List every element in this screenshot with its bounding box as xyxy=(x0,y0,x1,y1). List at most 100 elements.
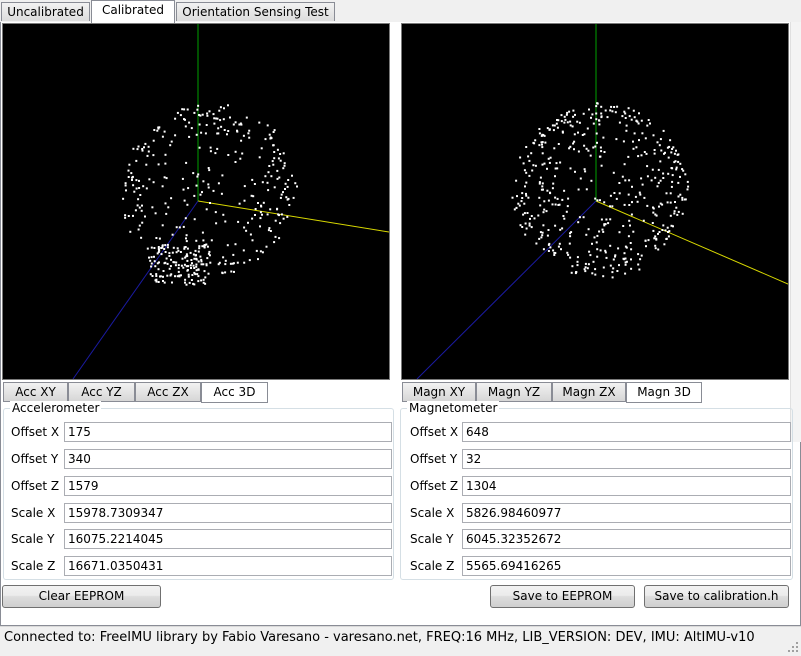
data-point xyxy=(234,150,237,153)
data-point xyxy=(540,188,543,191)
data-point xyxy=(553,124,556,127)
data-point xyxy=(609,244,612,247)
data-point xyxy=(518,204,521,207)
data-point xyxy=(556,197,559,200)
tab-magn-zx[interactable]: Magn ZX xyxy=(552,382,626,402)
data-point xyxy=(575,271,578,273)
magn-offset-x-field[interactable]: 648 xyxy=(462,422,791,442)
accel-offset-z-field[interactable]: 1579 xyxy=(64,476,392,496)
magn-scale-y-field[interactable]: 6045.32352672 xyxy=(462,529,791,549)
save-to-eeprom-button[interactable]: Save to EEPROM xyxy=(490,585,635,608)
tab-acc-3d[interactable]: Acc 3D xyxy=(201,382,268,403)
data-point xyxy=(533,217,536,220)
data-point xyxy=(268,227,271,230)
data-point xyxy=(193,111,196,114)
data-point xyxy=(616,270,619,272)
data-point xyxy=(226,244,229,247)
data-point xyxy=(618,182,621,184)
tab-acc-yz[interactable]: Acc YZ xyxy=(68,382,135,402)
magn-offset-y-field[interactable]: 32 xyxy=(462,449,791,469)
clear-eeprom-button[interactable]: Clear EEPROM xyxy=(2,585,161,608)
tab-calibrated[interactable]: Calibrated xyxy=(91,0,175,23)
data-point xyxy=(557,143,560,145)
data-point xyxy=(600,115,603,118)
data-point xyxy=(220,125,223,128)
data-point xyxy=(213,122,216,125)
data-point xyxy=(638,112,640,115)
data-point xyxy=(232,262,235,265)
tab-magn-3d[interactable]: Magn 3D xyxy=(626,382,702,403)
data-point xyxy=(141,221,144,224)
data-point xyxy=(195,133,198,136)
data-point xyxy=(157,247,160,250)
data-point xyxy=(195,265,198,268)
data-point xyxy=(610,105,613,108)
data-point xyxy=(637,155,640,158)
data-point xyxy=(632,109,635,112)
data-point xyxy=(261,213,263,216)
magn-offset-z-field[interactable]: 1304 xyxy=(462,476,791,496)
data-point xyxy=(194,249,197,252)
data-point xyxy=(538,196,541,199)
data-point xyxy=(671,174,674,177)
data-point xyxy=(283,164,286,167)
data-point xyxy=(672,146,675,149)
magn-scale-z-field[interactable]: 5565.69416265 xyxy=(462,556,791,576)
data-point xyxy=(641,132,644,135)
data-point xyxy=(177,249,180,252)
data-point xyxy=(553,251,556,254)
tab-acc-xy[interactable]: Acc XY xyxy=(3,382,68,402)
data-point xyxy=(525,227,528,230)
data-point xyxy=(585,147,588,150)
data-point xyxy=(136,204,139,207)
data-point xyxy=(212,113,215,116)
tab-magn-yz[interactable]: Magn YZ xyxy=(476,382,552,402)
data-point xyxy=(566,205,569,208)
data-point xyxy=(176,111,179,114)
magn-3d-plot xyxy=(416,24,788,379)
data-point xyxy=(600,105,603,108)
data-point xyxy=(654,235,657,238)
accel-scale-z-label: Scale Z xyxy=(11,559,56,573)
data-point xyxy=(671,167,674,170)
data-point xyxy=(200,263,203,266)
data-point xyxy=(164,251,167,253)
data-point xyxy=(197,280,200,283)
accel-scale-z-field[interactable]: 16671.0350431 xyxy=(64,556,392,576)
accel-scale-y-field[interactable]: 16075.2214045 xyxy=(64,529,392,549)
data-point xyxy=(657,248,660,251)
data-point xyxy=(548,242,551,245)
data-point xyxy=(624,112,627,115)
data-point xyxy=(539,176,542,179)
data-point xyxy=(573,148,575,151)
accel-3d-view[interactable] xyxy=(2,23,390,380)
data-point xyxy=(155,237,158,239)
data-point xyxy=(192,282,195,285)
data-point xyxy=(609,218,612,221)
magn-scale-x-field[interactable]: 5826.98460977 xyxy=(462,503,791,523)
data-point xyxy=(652,211,655,214)
accel-offset-y-field[interactable]: 340 xyxy=(64,449,392,469)
data-point xyxy=(541,182,544,185)
data-point xyxy=(592,146,595,149)
tab-magn-xy[interactable]: Magn XY xyxy=(402,382,476,402)
resize-grip-icon[interactable] xyxy=(787,641,799,653)
data-point xyxy=(164,153,167,156)
data-point xyxy=(207,252,210,255)
data-point xyxy=(614,255,616,258)
save-to-calibration-h-button[interactable]: Save to calibration.h xyxy=(644,585,789,608)
data-point xyxy=(267,171,270,174)
data-point xyxy=(193,271,196,274)
data-point xyxy=(269,137,272,140)
tab-acc-zx[interactable]: Acc ZX xyxy=(135,382,201,402)
accel-offset-x-field[interactable]: 175 xyxy=(64,422,392,442)
magn-3d-view[interactable] xyxy=(401,23,789,380)
data-point xyxy=(602,275,605,278)
data-point xyxy=(582,112,585,115)
data-point xyxy=(630,118,633,121)
accel-scale-x-field[interactable]: 15978.7309347 xyxy=(64,503,392,523)
tab-uncalibrated[interactable]: Uncalibrated xyxy=(1,2,90,21)
data-point xyxy=(248,259,251,262)
data-point xyxy=(197,275,200,278)
tab-orientation-sensing-test[interactable]: Orientation Sensing Test xyxy=(176,2,335,21)
